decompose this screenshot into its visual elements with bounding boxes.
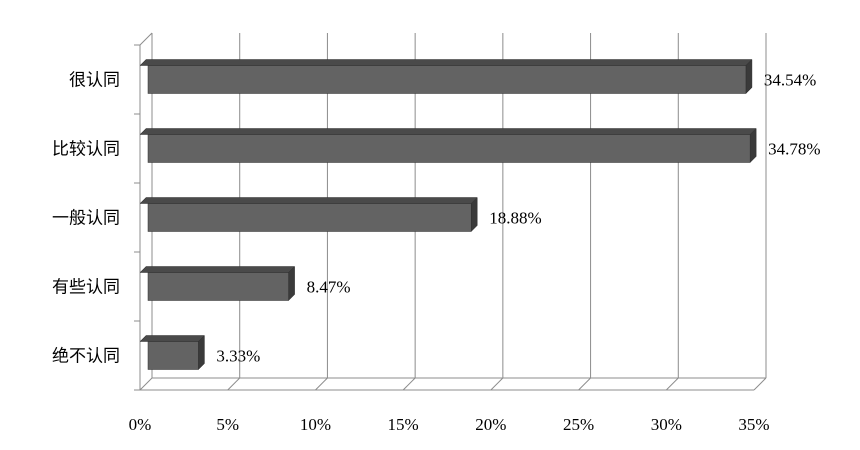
floor-gridline [665,377,679,391]
category-label: 有些认同 [52,278,120,298]
x-tick-label: 0% [129,415,152,434]
x-tick-label: 30% [651,415,682,434]
bar-side-face [198,334,205,371]
bar-side-face [288,265,295,302]
data-label: 34.54% [764,71,816,90]
bar-side-face [749,127,757,164]
bar [147,203,472,232]
y-axis-top-edge [139,32,153,46]
bar-layer [139,58,757,371]
floor-gridline [227,377,241,391]
bar [147,341,199,370]
x-tick-label: 5% [216,415,239,434]
category-label: 很认同 [69,71,120,91]
floor-gridline [402,377,416,391]
category-label: 一般认同 [52,209,120,229]
bar-top-face [139,266,296,273]
bar-side-face [745,58,753,95]
axis-layer [134,32,766,391]
x-tick-label: 20% [475,415,506,434]
floor-gridline [753,377,767,391]
floor-gridline [490,377,504,391]
floor-gridline [578,377,591,391]
category-label: 比较认同 [52,140,120,160]
x-tick-label: 15% [388,415,419,434]
bar-top-face [139,128,757,135]
floor-gridline [315,377,328,391]
data-label: 18.88% [489,209,541,228]
bar-side-face [470,196,478,233]
bar-top-face [139,335,206,342]
floor-gridline [139,377,153,391]
bar [147,272,289,301]
category-label: 绝不认同 [52,347,120,367]
bar-top-face [139,197,478,204]
x-tick-label: 35% [738,415,769,434]
x-tick-label: 25% [563,415,594,434]
bar-top-face [139,59,753,66]
label-layer: 0% 5% 10% 15% 20% 25% 30% 35% 很认同 34.54% 比较认同 34.78… [52,71,821,435]
x-tick-label: 10% [300,415,331,434]
data-label: 8.47% [307,278,351,297]
bar [147,65,747,94]
bar [147,134,751,163]
data-label: 34.78% [768,140,820,159]
data-label: 3.33% [216,347,260,366]
